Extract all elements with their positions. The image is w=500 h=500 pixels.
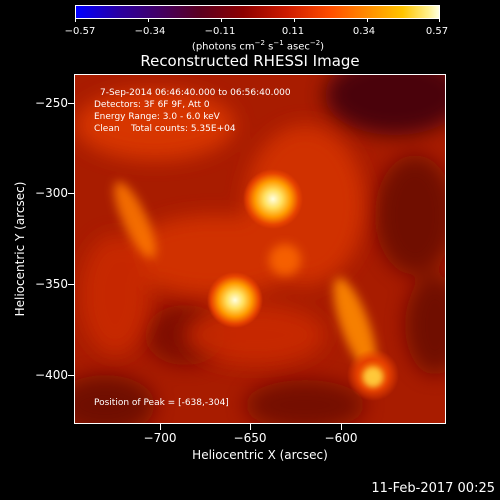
x-tick (250, 424, 251, 430)
colorbar-tick (148, 19, 149, 22)
rhessi-image (74, 74, 446, 424)
y-tick (68, 284, 74, 285)
colorbar-tick (439, 19, 440, 22)
colorbar-tick-label: −0.34 (134, 26, 166, 37)
colorbar-tick (75, 19, 76, 22)
x-tick (341, 424, 342, 430)
y-tick-label: −250 (35, 96, 68, 110)
y-axis-title: Heliocentric Y (arcsec) (13, 181, 27, 317)
x-tick-label: −650 (233, 431, 267, 445)
source-peak (243, 169, 303, 229)
x-tick (160, 424, 161, 430)
detectors-info: Detectors: 3F 6F 9F, Att 0 (94, 100, 210, 110)
colorbar-tick-label: 0.57 (425, 26, 449, 37)
y-tick (68, 375, 74, 376)
colorbar-tick (294, 19, 295, 22)
image-title: Reconstructed RHESSI Image (140, 52, 360, 70)
x-tick-label: −700 (143, 431, 177, 445)
y-tick-label: −350 (35, 277, 68, 291)
clean-counts: Clean Total counts: 5.35E+04 (94, 124, 236, 134)
y-tick-label: −300 (35, 186, 68, 200)
x-tick-label: −600 (324, 431, 358, 445)
colorbar-tick-label: −0.57 (64, 26, 96, 37)
peak-position: Position of Peak = [-638,-304] (94, 398, 229, 408)
time-range: 7-Sep-2014 06:46:40.000 to 06:56:40.000 (100, 88, 291, 98)
colorbar-tick (367, 19, 368, 22)
colorbar-tick-label: 0.34 (352, 26, 376, 37)
y-tick (68, 103, 74, 104)
y-tick-label: −400 (35, 368, 68, 382)
colorbar-tick-label: 0.11 (281, 26, 305, 37)
source-secondary (207, 272, 263, 328)
y-tick (68, 193, 74, 194)
energy-range: Energy Range: 3.0 - 6.0 keV (94, 112, 220, 122)
colorbar-tick-label: −0.11 (204, 26, 236, 37)
colorbar (75, 5, 440, 19)
image-canvas (75, 75, 445, 423)
colorbar-tick (221, 19, 222, 22)
x-axis-title: Heliocentric X (arcsec) (192, 448, 328, 462)
timestamp-footer: 11-Feb-2017 00:25 (371, 481, 495, 496)
colorbar-units: (photons cm−2 s−1 asec−2) (191, 39, 325, 53)
